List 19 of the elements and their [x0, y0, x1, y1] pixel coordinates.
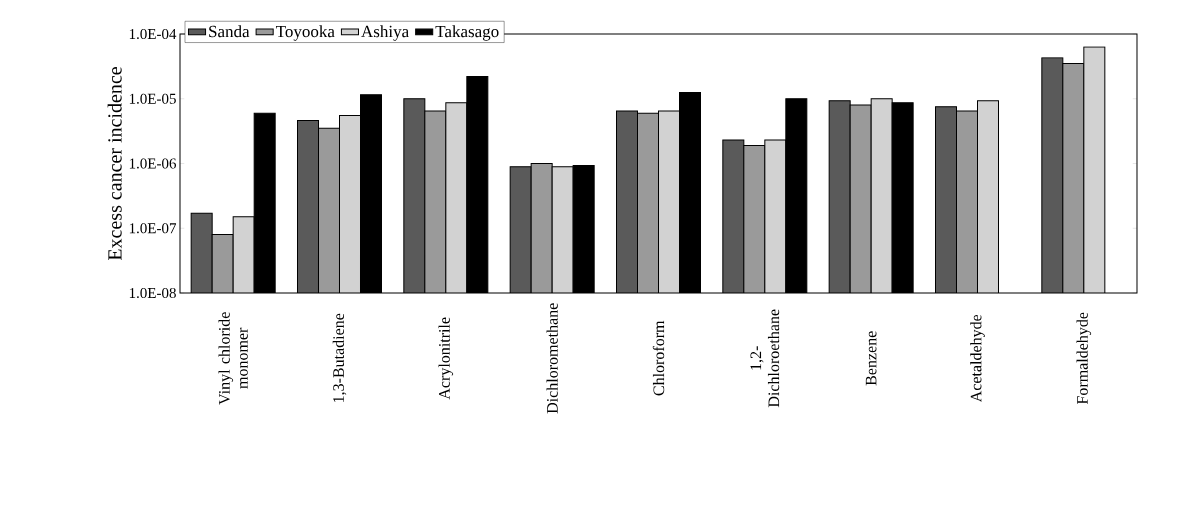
- y-tick-label: 1.0E-04: [129, 28, 177, 40]
- x-tick-label: Acrylonitrile: [438, 317, 454, 400]
- x-tick-label: Benzene: [865, 331, 877, 386]
- legend-label: Ashiya: [361, 25, 409, 41]
- x-tick-label: Dichloromethane: [546, 303, 558, 414]
- y-tick-label: 1.0E-08: [129, 287, 176, 299]
- y-axis-title: Excess cancer incidence: [107, 67, 122, 261]
- x-tick-label: 1,2-Dichloroethane: [750, 309, 780, 408]
- x-tick-label: Formaldehyde: [1076, 312, 1092, 405]
- y-tick-label: 1.0E-06: [129, 158, 177, 169]
- y-tick-label: 1.0E-07: [129, 223, 177, 234]
- y-tick-label: 1.0E-05: [129, 93, 176, 104]
- x-tick-label: Chloroform: [652, 320, 665, 396]
- legend-label: Toyooka: [275, 25, 335, 41]
- x-tick-label: Vinyl chloride monomer: [218, 312, 248, 405]
- x-tick-label: 1,3-Butadiene: [332, 313, 347, 402]
- legend-label: Sanda: [209, 25, 250, 38]
- legend-label: Takasago: [435, 25, 499, 41]
- x-tick-label: Acetaldehyde: [970, 314, 985, 403]
